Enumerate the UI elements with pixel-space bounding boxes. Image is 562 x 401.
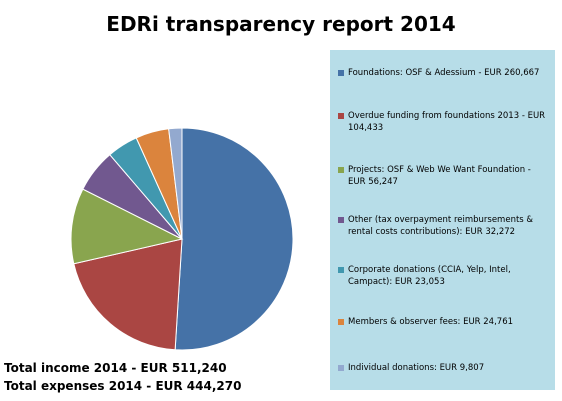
- pie-chart: [60, 127, 310, 368]
- legend-swatch: [338, 167, 344, 173]
- legend-swatch: [338, 267, 344, 273]
- legend-swatch: [338, 113, 344, 119]
- legend-label: Individual donations: EUR 9,807: [348, 363, 485, 373]
- legend-label: Foundations: OSF & Adessium - EUR 260,66…: [348, 68, 540, 78]
- pie-slice-2: [70, 188, 184, 265]
- legend-label: Members & observer fees: EUR 24,761: [348, 317, 514, 327]
- total-expenses: Total expenses 2014 - EUR 444,270: [4, 379, 242, 393]
- totals: Total income 2014 - EUR 511,240 Total ex…: [4, 359, 241, 395]
- total-income: Total income 2014 - EUR 511,240: [4, 361, 227, 375]
- legend-label: Other (tax overpayment reimbursements & …: [348, 215, 534, 237]
- legend-label: Corporate donations (CCIA, Yelp, Intel, …: [348, 265, 511, 287]
- legend-label: Projects: OSF & Web We Want Foundation -…: [348, 165, 531, 187]
- pie-svg: [70, 127, 294, 351]
- legend: Foundations: OSF & Adessium - EUR 260,66…: [330, 50, 555, 390]
- pie-slice-1: [73, 238, 183, 351]
- chart-title: EDRi transparency report 2014: [106, 12, 456, 36]
- legend-swatch: [338, 217, 344, 223]
- legend-swatch: [338, 365, 344, 371]
- legend-label: Overdue funding from foundations 2013 - …: [348, 111, 546, 133]
- legend-swatch: [338, 70, 344, 76]
- pie-slice-0: [174, 127, 294, 351]
- pie-slice-6: [168, 127, 183, 240]
- legend-swatch: [338, 319, 344, 325]
